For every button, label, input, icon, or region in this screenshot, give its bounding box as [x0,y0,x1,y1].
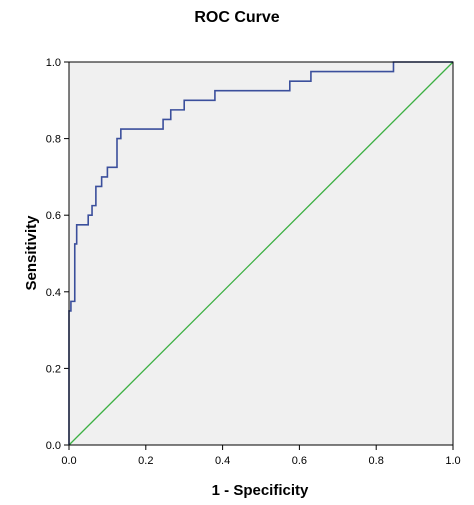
y-tick-label: 0.6 [46,210,61,222]
roc-curve-line [68,61,453,445]
ticks-layer: 0.0 0.2 0.4 0.6 0.8 1.0 0.0 0.2 0.4 0.6 0.8 1.0 [46,57,461,467]
plot-border [68,61,454,446]
x-tick-label: 0.4 [215,455,230,467]
y-tick-label: 1.0 [46,57,61,69]
y-tick-label: 0.8 [46,134,61,146]
x-axis-label: 1 - Specificity [212,482,309,499]
x-tick-label: 0.2 [138,455,153,467]
series-layer [68,61,454,446]
x-tick-label: 0.6 [292,455,307,467]
y-tick-label: 0.4 [46,287,61,299]
x-tick-label: 1.0 [445,455,460,467]
reference-diagonal-line [68,61,454,446]
chart-title: ROC Curve [194,9,279,26]
y-axis-label: Sensitivity [23,215,40,291]
x-tick-label: 0.0 [61,455,76,467]
y-tick-label: 0.2 [46,363,61,375]
y-tick-label: 0.0 [46,440,61,452]
x-tick-label: 0.8 [369,455,384,467]
